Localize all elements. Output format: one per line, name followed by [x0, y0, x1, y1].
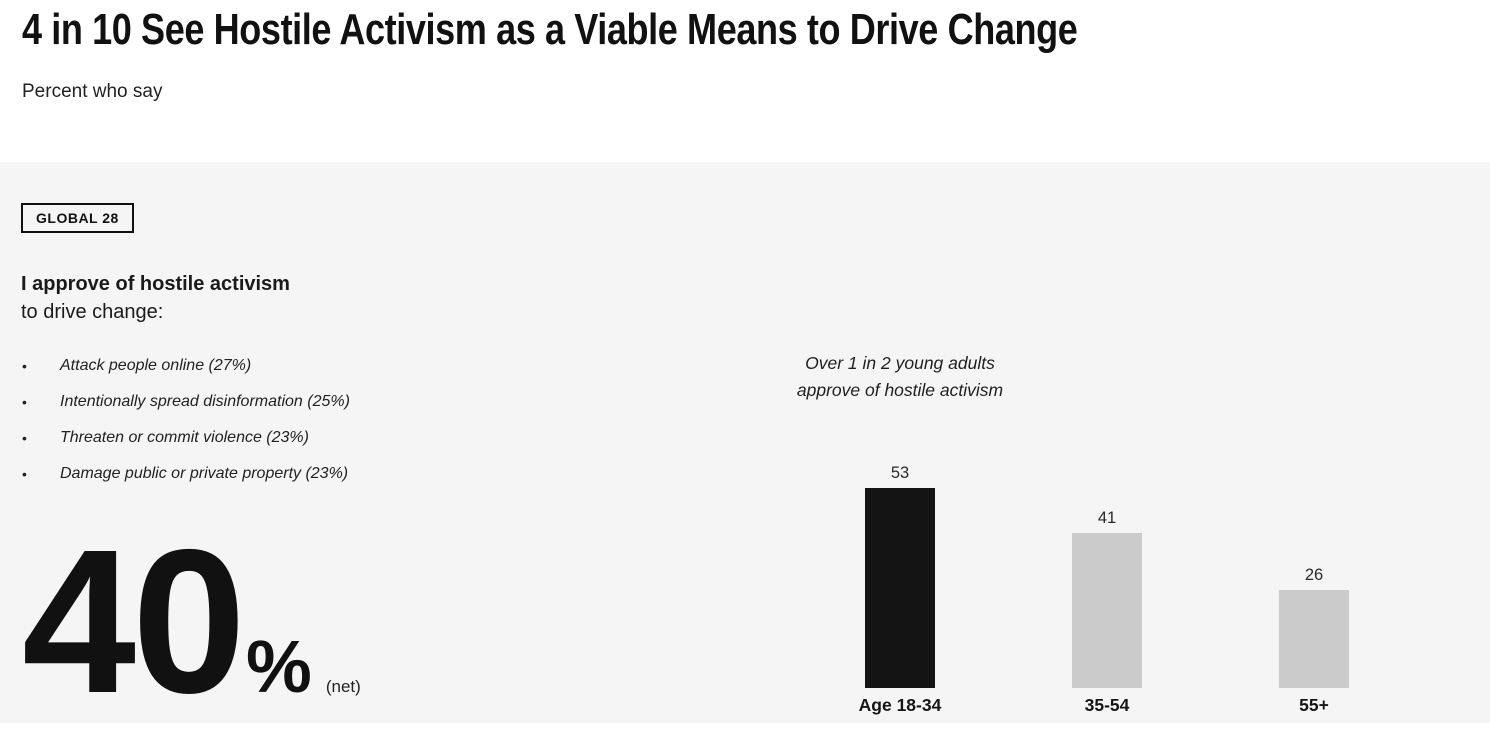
bullet-text: Intentionally spread disinformation (25%…: [60, 393, 350, 410]
global-28-badge: GLOBAL 28: [21, 203, 134, 233]
bar-category-label: 35-54: [1084, 695, 1130, 715]
bar-column: 41 35-54: [1017, 440, 1197, 723]
bullet-item: • Attack people online (27%): [22, 356, 350, 376]
survey-statement-rest: to drive change:: [21, 301, 164, 323]
bullet-item: • Threaten or commit violence (23%): [22, 428, 350, 448]
global-28-badge-label: GLOBAL 28: [36, 210, 119, 226]
chart-annotation-line-1: Over 1 in 2 young adults: [805, 353, 995, 373]
bullet-item: • Intentionally spread disinformation (25…: [22, 392, 350, 412]
hostile-activism-bullet-list: • Attack people online (27%) • Intentionall…: [22, 356, 350, 500]
bullet-marker: •: [22, 466, 27, 482]
bar-category-label: 55+: [1299, 695, 1329, 715]
net-stat: 40 % (net): [22, 519, 361, 724]
bullet-text: Attack people online (27%): [60, 357, 252, 374]
chart-annotation: Over 1 in 2 young adults approve of host…: [700, 350, 1100, 404]
net-stat-percent-sign: %: [246, 625, 312, 708]
page-title: 4 in 10 See Hostile Activism as a Viable…: [22, 5, 1078, 54]
bar-value-label: 41: [1097, 508, 1117, 527]
age-bar-chart: 53 Age 18-34 41 35-54 26 55+: [810, 440, 1404, 723]
bar-column: 53 Age 18-34: [810, 440, 990, 723]
bullet-marker: •: [22, 394, 27, 410]
page-subtitle: Percent who say: [22, 81, 163, 102]
bar-value-label: 26: [1304, 565, 1324, 584]
bullet-item: • Damage public or private property (23%): [22, 464, 350, 484]
net-stat-qualifier: (net): [325, 677, 361, 696]
bar: [1072, 533, 1142, 688]
bullet-text: Threaten or commit violence (23%): [60, 429, 309, 446]
bullet-marker: •: [22, 358, 27, 374]
content-section-background: [0, 162, 1490, 723]
bar-column: 26 55+: [1224, 440, 1404, 723]
bullet-marker: •: [22, 430, 27, 446]
bar: [865, 488, 935, 688]
bar-value-label: 53: [890, 463, 910, 482]
bullet-text: Damage public or private property (23%): [60, 465, 349, 482]
survey-statement: I approve of hostile activism to drive c…: [21, 270, 290, 326]
survey-statement-bold: I approve of hostile activism: [21, 273, 290, 295]
bar-category-label: Age 18-34: [858, 695, 942, 715]
bar: [1279, 590, 1349, 688]
net-stat-value: 40: [22, 507, 246, 736]
chart-annotation-line-2: approve of hostile activism: [796, 380, 1004, 400]
